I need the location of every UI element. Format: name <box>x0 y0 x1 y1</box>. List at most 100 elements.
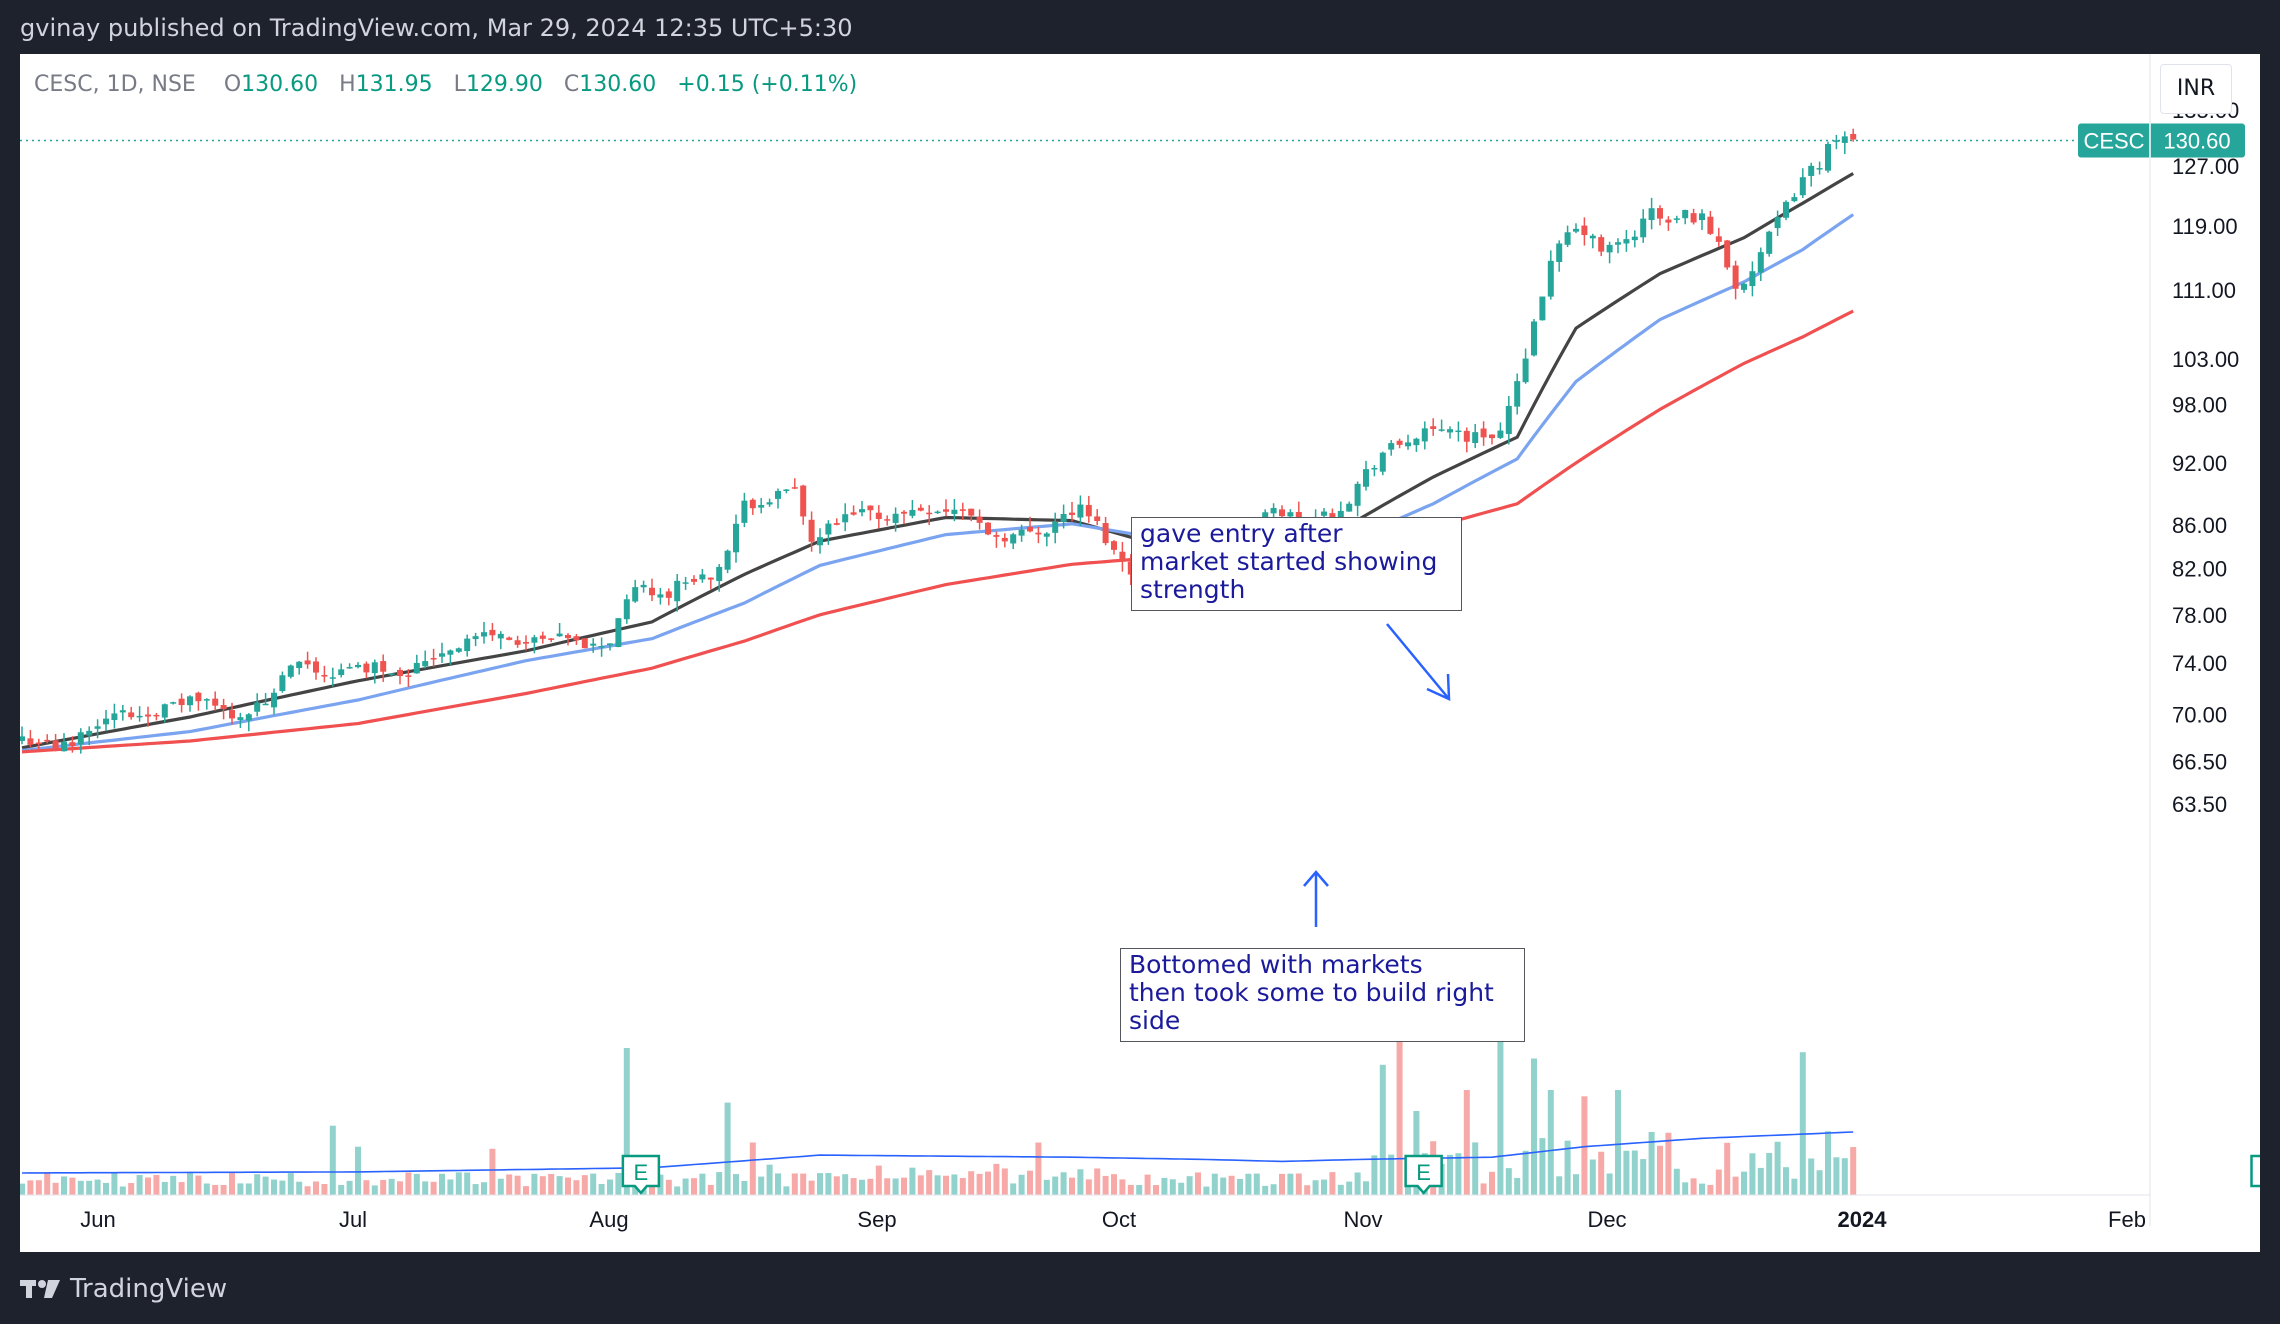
candle-body <box>44 739 51 742</box>
candle-body <box>565 634 571 639</box>
candle-body <box>514 640 521 645</box>
candle-body <box>271 692 277 708</box>
volume-bar <box>1447 1154 1453 1195</box>
candle-body <box>1001 537 1008 542</box>
annotation-arrows <box>1303 623 1451 927</box>
volume-bar <box>1136 1185 1143 1195</box>
volume-bar <box>1111 1174 1117 1195</box>
candle-body <box>1346 503 1353 512</box>
volume-bar <box>875 1165 882 1195</box>
candle-body <box>1069 512 1075 515</box>
volume-bar <box>581 1175 588 1195</box>
volume-bar <box>304 1186 311 1195</box>
candle-body <box>229 710 235 719</box>
volume-bar <box>1833 1157 1840 1195</box>
candle-body <box>640 584 647 588</box>
candle-body <box>35 742 42 745</box>
earnings-marker-label: E <box>1416 1160 1431 1185</box>
candle-body <box>321 674 328 677</box>
candle-body <box>145 714 151 717</box>
candle-body <box>1598 237 1605 252</box>
candle-body <box>993 535 1000 537</box>
volume-bar <box>548 1173 555 1195</box>
volume-bar <box>1531 1058 1537 1195</box>
candle-body <box>489 629 496 636</box>
candle-body <box>590 643 597 646</box>
volume-bar <box>1799 1052 1806 1195</box>
price-tag-symbol: CESC <box>2083 128 2144 153</box>
volume-bar <box>1295 1173 1302 1195</box>
candle-body <box>1631 236 1638 241</box>
volume-bar <box>1665 1132 1672 1195</box>
candle-body <box>867 505 874 511</box>
candle-body <box>875 512 882 520</box>
candle-body <box>1463 430 1470 442</box>
price-axis: 135.00127.00119.00111.00103.0098.0092.00… <box>2172 98 2239 817</box>
volume-bar <box>682 1178 689 1195</box>
volume-bar <box>523 1186 529 1195</box>
candle-body <box>1497 430 1504 438</box>
candle-body <box>338 669 345 676</box>
candle-body <box>1279 509 1285 517</box>
volume-bar <box>271 1179 277 1195</box>
volume-bar <box>1598 1151 1605 1195</box>
volume-bar <box>61 1176 67 1195</box>
volume-bar <box>1195 1172 1201 1195</box>
candle-body <box>355 664 361 668</box>
legend-high: 131.95 <box>355 72 433 97</box>
price-tick-label: 111.00 <box>2172 278 2236 303</box>
volume-bar <box>1648 1132 1655 1195</box>
volume-bar <box>716 1172 723 1195</box>
price-chart[interactable]: EEED 135.00127.00119.00111.00103.0098.00… <box>20 54 2260 1252</box>
candle-body <box>69 742 76 747</box>
entry-annotation[interactable]: gave entry after market started showing … <box>1131 517 1462 611</box>
candle-body <box>119 710 126 713</box>
entry-annotation-line: gave entry after <box>1140 519 1343 548</box>
volume-bar <box>1463 1090 1470 1195</box>
volume-bar <box>44 1172 51 1195</box>
volume-bar <box>1388 1154 1395 1195</box>
volume-bar <box>287 1173 294 1195</box>
currency-button[interactable]: INR <box>2160 64 2232 114</box>
candle-body <box>220 705 227 710</box>
legend-symbol: CESC, 1D, NSE <box>34 72 196 97</box>
volume-bar <box>1262 1185 1269 1195</box>
volume-bar <box>943 1175 949 1195</box>
publisher-line: gvinay published on TradingView.com, Mar… <box>20 14 853 42</box>
volume-bar <box>1564 1140 1571 1195</box>
candle-body <box>1405 442 1411 447</box>
candle-body <box>1749 271 1756 287</box>
volume-bar <box>1539 1138 1546 1195</box>
candle-body <box>20 736 25 741</box>
candle-body <box>472 636 479 640</box>
volume-bar <box>27 1180 34 1195</box>
candle-body <box>842 514 849 523</box>
candle-body <box>775 491 781 499</box>
candle-body <box>52 740 59 749</box>
volume-bar <box>497 1178 504 1195</box>
volume-bar <box>531 1173 538 1195</box>
volume-bar <box>1640 1159 1647 1195</box>
tradingview-logo[interactable]: TradingView <box>20 1274 227 1304</box>
candle-body <box>1531 321 1537 356</box>
volume-bar <box>229 1173 235 1195</box>
candle-body <box>959 509 966 511</box>
candle-body <box>103 718 109 725</box>
volume-bar <box>245 1183 252 1195</box>
earnings-marker: E <box>2250 1154 2260 1188</box>
volume-bar <box>758 1176 765 1195</box>
chart-panel[interactable]: EEED 135.00127.00119.00111.00103.0098.00… <box>20 54 2260 1252</box>
bottom-annotation[interactable]: Bottomed with markets then took some to … <box>1120 948 1525 1042</box>
volume-bar <box>733 1174 739 1195</box>
volume-bar <box>859 1179 865 1195</box>
volume-bar <box>447 1179 454 1195</box>
time-tick-label: Dec <box>1587 1207 1626 1232</box>
candle-body <box>1833 140 1840 142</box>
volume-bar <box>1841 1158 1848 1195</box>
volume-bar <box>842 1174 849 1195</box>
volume-bar <box>279 1180 286 1195</box>
volume-bar <box>1489 1171 1495 1195</box>
volume-bar <box>926 1170 933 1195</box>
price-tick-label: 66.50 <box>2172 750 2227 775</box>
volume-bar <box>187 1172 193 1195</box>
